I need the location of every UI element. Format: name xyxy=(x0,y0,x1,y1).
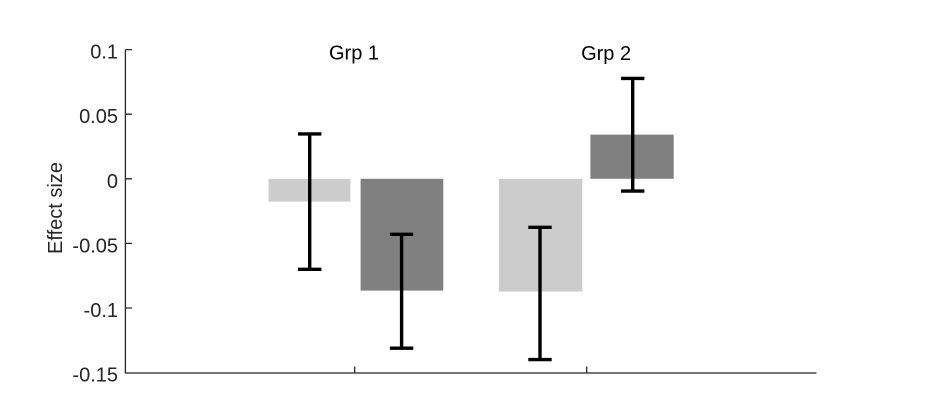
svg-text:0: 0 xyxy=(107,171,118,193)
svg-text:-0.15: -0.15 xyxy=(72,365,118,387)
svg-text:0.05: 0.05 xyxy=(79,106,118,128)
svg-text:-0.05: -0.05 xyxy=(72,235,118,257)
svg-text:-0.1: -0.1 xyxy=(84,300,118,322)
svg-text:Grp 1: Grp 1 xyxy=(329,42,379,64)
svg-text:0.1: 0.1 xyxy=(90,42,118,64)
svg-text:Grp 2: Grp 2 xyxy=(581,43,631,65)
svg-text:Effect size: Effect size xyxy=(45,162,67,254)
